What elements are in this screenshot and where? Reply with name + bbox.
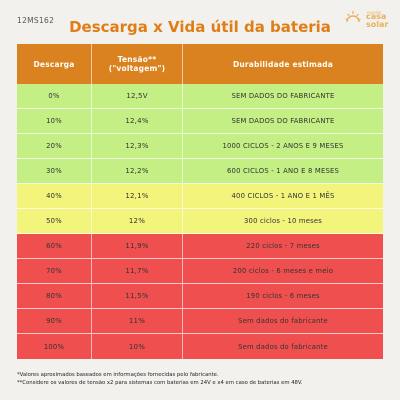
table-row: 80% 11,5% 190 ciclos - 6 meses [17, 284, 383, 309]
discharge-table: Descarga Tensão** ("voltagem") Durabilid… [17, 44, 383, 359]
footnotes: *Valores aproximados baseados em informa… [17, 371, 387, 387]
table-row: 40% 12,1% 400 CICLOS - 1 ANO E 1 MÊS [17, 184, 383, 209]
table-row: 10% 12,4% SEM DADOS DO FABRICANTE [17, 109, 383, 134]
voltage-cell: 11% [91, 309, 183, 334]
table-body: 0% 12,5V SEM DADOS DO FABRICANTE 10% 12,4% SE… [17, 84, 383, 359]
voltage-cell: 12% [91, 209, 183, 234]
discharge-cell: 40% [17, 184, 91, 209]
discharge-cell: 70% [17, 259, 91, 284]
discharge-cell: 90% [17, 309, 91, 334]
durability-cell: 1000 CICLOS - 2 ANOS E 9 MESES [183, 134, 383, 159]
voltage-cell: 12,2% [91, 159, 183, 184]
sun-logo-icon [345, 11, 361, 23]
discharge-cell: 80% [17, 284, 91, 309]
discharge-cell: 100% [43, 342, 65, 351]
durability-cell: Sem dados do fabricante [238, 342, 328, 351]
header-voltage: Tensão** ("voltagem") [91, 44, 183, 84]
logo-text-solar: solar [366, 20, 389, 29]
table-row: 70% 11,7% 200 ciclos - 6 meses e meio [17, 259, 383, 284]
durability-cell: 190 ciclos - 6 meses [183, 284, 383, 309]
durability-cell: 300 ciclos - 10 meses [183, 209, 383, 234]
durability-cell: SEM DADOS DO FABRICANTE [183, 84, 383, 109]
durability-cell: Sem dados do fabricante [183, 309, 383, 334]
discharge-cell: 20% [17, 134, 91, 159]
durability-cell: 600 CICLOS - 1 ANO E 8 MESES [183, 159, 383, 184]
voltage-cell: 11,7% [91, 259, 183, 284]
voltage-cell: 12,3% [91, 134, 183, 159]
table-row: 60% 11,9% 220 ciclos - 7 meses [17, 234, 383, 259]
footnote-1: *Valores aproximados baseados em informa… [17, 372, 219, 378]
table-row: 90% 11% Sem dados do fabricante [17, 309, 383, 334]
discharge-cell: 60% [17, 234, 91, 259]
durability-cell: 200 ciclos - 6 meses e meio [183, 259, 383, 284]
table-row: 20% 12,3% 1000 CICLOS - 2 ANOS E 9 MESES [17, 134, 383, 159]
voltage-cell: 12,1% [91, 184, 183, 209]
logo-text-top: mundo [367, 10, 381, 15]
voltage-cell: 12,4% [91, 109, 183, 134]
header-discharge: Descarga [33, 59, 75, 69]
table-header: Descarga Tensão** ("voltagem") Durabilid… [17, 44, 383, 84]
logo-text-casa: casa [366, 12, 387, 21]
voltage-cell: 10% [91, 334, 183, 359]
document-code: 12MS162 [17, 16, 55, 25]
durability-cell: 220 ciclos - 7 meses [183, 234, 383, 259]
table-row: 30% 12,2% 600 CICLOS - 1 ANO E 8 MESES [17, 159, 383, 184]
header-durability: Durabilidade estimada [232, 59, 334, 69]
voltage-cell: 12,5V [91, 84, 183, 109]
table-row: 50% 12% 300 ciclos - 10 meses [17, 209, 383, 234]
footnote-2: **Considere os valores de tensão x2 para… [17, 380, 303, 386]
discharge-cell: 0% [17, 84, 91, 109]
page-title: Descarga x Vida útil da bateria [69, 18, 331, 36]
discharge-cell: 30% [17, 159, 91, 184]
voltage-cell: 11,5% [91, 284, 183, 309]
brand-logo: mundo casa solar [345, 8, 390, 34]
table-row: 0% 12,5V SEM DADOS DO FABRICANTE [17, 84, 383, 109]
discharge-cell: 50% [17, 209, 91, 234]
durability-cell: 400 CICLOS - 1 ANO E 1 MÊS [183, 184, 383, 209]
discharge-cell: 10% [17, 109, 91, 134]
table-row: 100% 10% Sem dados do fabricante [17, 334, 383, 359]
durability-cell: SEM DADOS DO FABRICANTE [183, 109, 383, 134]
voltage-cell: 11,9% [91, 234, 183, 259]
